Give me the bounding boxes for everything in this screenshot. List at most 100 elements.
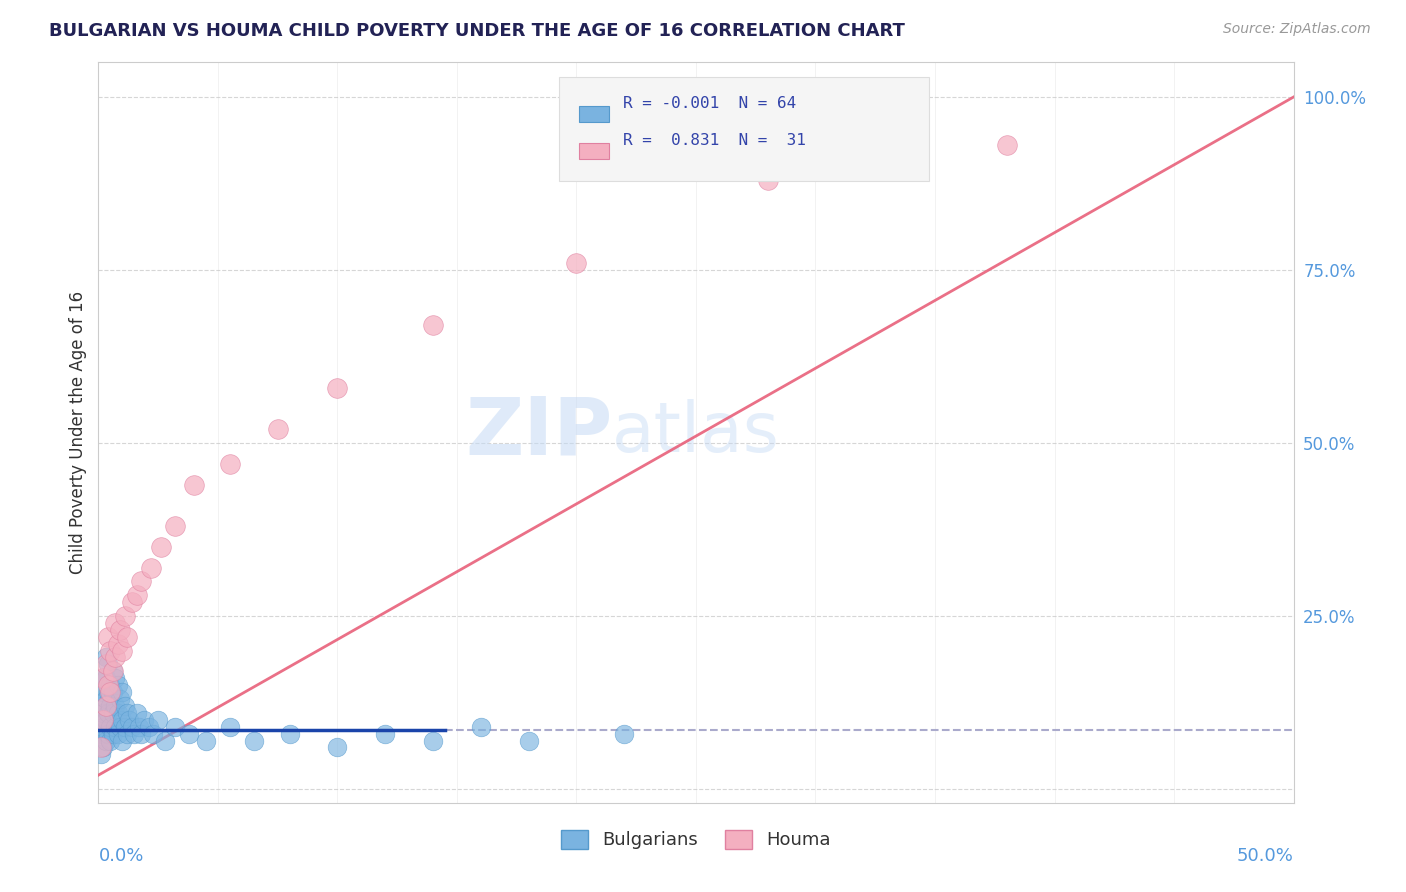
Point: [267, 422, 290, 436]
FancyBboxPatch shape: [579, 106, 609, 121]
Point: [101, 685, 124, 699]
Text: Source: ZipAtlas.com: Source: ZipAtlas.com: [1223, 22, 1371, 37]
Point: [131, 726, 153, 740]
Point: [90, 740, 112, 755]
Point: [101, 706, 124, 720]
Point: [326, 381, 349, 395]
Point: [183, 477, 205, 491]
Point: [121, 720, 143, 734]
Point: [124, 726, 146, 740]
Point: [104, 650, 127, 665]
Point: [128, 720, 150, 734]
Point: [101, 665, 124, 679]
Text: ZIP: ZIP: [465, 393, 613, 472]
FancyBboxPatch shape: [579, 143, 609, 159]
Point: [107, 637, 129, 651]
Point: [90, 713, 112, 727]
Point: [97, 678, 120, 692]
Point: [91, 740, 114, 755]
Point: [104, 720, 127, 734]
Point: [219, 720, 242, 734]
Point: [108, 692, 131, 706]
Point: [97, 657, 120, 672]
Point: [91, 720, 114, 734]
Point: [115, 706, 138, 720]
Point: [155, 733, 177, 747]
Point: [422, 733, 444, 747]
Text: atlas: atlas: [613, 399, 780, 467]
Point: [98, 720, 122, 734]
Point: [98, 685, 122, 699]
Point: [94, 692, 117, 706]
Point: [94, 657, 117, 672]
Text: R =  0.831  N =  31: R = 0.831 N = 31: [623, 133, 806, 148]
FancyBboxPatch shape: [558, 78, 929, 181]
Text: 50.0%: 50.0%: [1237, 847, 1294, 865]
Point: [114, 698, 136, 713]
Point: [90, 747, 112, 762]
Point: [94, 713, 117, 727]
Point: [104, 671, 127, 685]
Point: [94, 733, 117, 747]
Point: [101, 665, 124, 679]
Point: [107, 706, 129, 720]
Point: [111, 643, 134, 657]
Y-axis label: Child Poverty Under the Age of 16: Child Poverty Under the Age of 16: [69, 291, 87, 574]
Point: [98, 698, 122, 713]
Point: [517, 733, 540, 747]
Point: [91, 706, 114, 720]
Point: [121, 595, 143, 609]
Legend: Bulgarians, Houma: Bulgarians, Houma: [554, 823, 838, 856]
Point: [995, 138, 1018, 153]
Point: [111, 713, 134, 727]
Point: [195, 733, 218, 747]
Text: R = -0.001  N = 64: R = -0.001 N = 64: [623, 95, 796, 111]
Point: [114, 609, 136, 624]
Point: [756, 173, 779, 187]
Point: [101, 726, 124, 740]
Point: [163, 720, 186, 734]
Point: [142, 726, 165, 740]
Point: [613, 726, 636, 740]
Point: [179, 726, 201, 740]
Point: [131, 574, 153, 589]
Text: BULGARIAN VS HOUMA CHILD POVERTY UNDER THE AGE OF 16 CORRELATION CHART: BULGARIAN VS HOUMA CHILD POVERTY UNDER T…: [49, 22, 905, 40]
Point: [111, 685, 134, 699]
Point: [565, 256, 588, 270]
Point: [98, 643, 122, 657]
Point: [97, 706, 120, 720]
Point: [104, 698, 127, 713]
Point: [98, 678, 122, 692]
Point: [107, 678, 129, 692]
Point: [132, 713, 155, 727]
Point: [115, 630, 138, 644]
Point: [111, 733, 134, 747]
Point: [125, 706, 148, 720]
Point: [91, 671, 114, 685]
Point: [108, 623, 131, 637]
Point: [326, 740, 349, 755]
Point: [97, 685, 120, 699]
Point: [243, 733, 266, 747]
Point: [219, 457, 242, 471]
Point: [374, 726, 396, 740]
Point: [148, 713, 170, 727]
Point: [118, 713, 141, 727]
Point: [91, 685, 114, 699]
Point: [97, 630, 120, 644]
Point: [278, 726, 301, 740]
Point: [470, 720, 492, 734]
Point: [94, 698, 117, 713]
Point: [108, 720, 131, 734]
Point: [94, 650, 117, 665]
Point: [149, 540, 172, 554]
Point: [90, 698, 112, 713]
Point: [91, 713, 114, 727]
Point: [97, 726, 120, 740]
Text: 0.0%: 0.0%: [98, 847, 143, 865]
Point: [107, 726, 129, 740]
Point: [138, 720, 160, 734]
Point: [422, 318, 444, 333]
Point: [104, 615, 127, 630]
Point: [125, 588, 148, 602]
